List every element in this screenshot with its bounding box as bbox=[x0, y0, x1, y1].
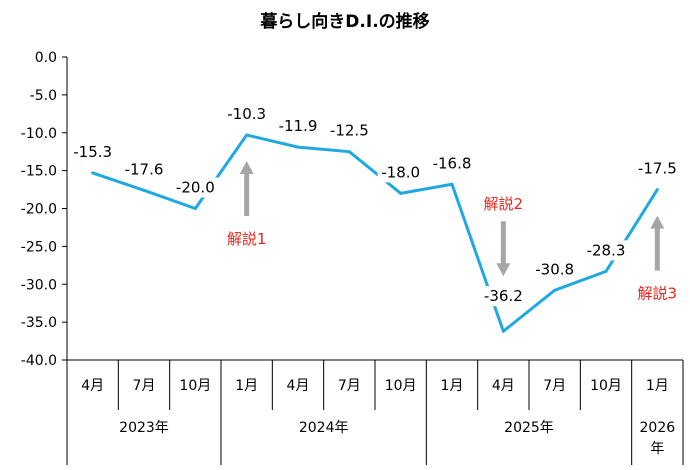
data-point bbox=[655, 188, 659, 192]
data-label-bg bbox=[172, 177, 219, 198]
y-tick-label: -30.0 bbox=[21, 277, 57, 293]
data-label-group: -11.9 bbox=[275, 116, 321, 137]
group-label-line: 年 bbox=[650, 441, 664, 457]
data-label-bg bbox=[275, 116, 321, 137]
category-label: 4月 bbox=[287, 378, 310, 394]
data-label: -18.0 bbox=[381, 163, 420, 181]
group-label: 2025年 bbox=[504, 420, 554, 436]
data-label-group: -30.8 bbox=[531, 259, 578, 280]
category-label: 4月 bbox=[81, 378, 104, 394]
data-point bbox=[604, 269, 608, 273]
y-tick-label: -35.0 bbox=[21, 315, 57, 331]
data-label: -11.9 bbox=[279, 117, 318, 135]
annotation: 解説1 bbox=[227, 161, 267, 248]
data-label-group: -18.0 bbox=[377, 162, 424, 183]
y-tick-label: -40.0 bbox=[21, 353, 57, 369]
data-label-bg bbox=[121, 159, 167, 180]
data-point bbox=[245, 133, 249, 137]
annotation-arrow-head bbox=[650, 215, 665, 229]
category-axis: 4月 7月 10月 1月 4月 7月 10月 1月 4月 7月 10月 1月 2023年 2024年 202… bbox=[81, 378, 675, 457]
data-labels: -15.3 -17.6 -20.0 -10.3 -11.9 -12.5 -18.0 -16.8… bbox=[69, 104, 681, 307]
data-label-group: -10.3 bbox=[223, 104, 270, 125]
category-label: 7月 bbox=[338, 378, 361, 394]
y-tick-label: -15.0 bbox=[21, 164, 57, 180]
annotation-text: 解説1 bbox=[227, 230, 267, 248]
data-point bbox=[553, 288, 557, 292]
data-label: -16.8 bbox=[433, 154, 472, 172]
chart-title: 暮らし向きD.I.の推移 bbox=[259, 11, 429, 32]
data-label: -17.6 bbox=[125, 160, 164, 178]
axes bbox=[62, 56, 684, 465]
y-tick-label: -10.0 bbox=[21, 126, 57, 142]
category-label: 10月 bbox=[179, 378, 211, 394]
data-label-group: -12.5 bbox=[326, 120, 373, 141]
data-label-bg bbox=[69, 141, 116, 162]
category-label: 10月 bbox=[385, 378, 417, 394]
annotation-arrow-head bbox=[496, 263, 511, 277]
annotation-text: 解説3 bbox=[638, 285, 678, 303]
data-label: -30.8 bbox=[535, 260, 574, 278]
data-label: -20.0 bbox=[176, 179, 215, 197]
annotation-text: 解説2 bbox=[484, 195, 524, 213]
group-label-line: 2026 bbox=[640, 420, 676, 436]
category-label: 1月 bbox=[235, 378, 258, 394]
category-label: 1月 bbox=[646, 378, 669, 394]
y-tick-label: -5.0 bbox=[30, 88, 57, 104]
data-label-group: -16.8 bbox=[429, 153, 475, 174]
data-label-group: -20.0 bbox=[172, 177, 219, 198]
data-label-bg bbox=[634, 158, 681, 179]
data-label-group: -17.6 bbox=[121, 159, 167, 180]
data-label-group: -17.5 bbox=[634, 158, 681, 179]
data-point bbox=[193, 207, 197, 210]
annotations: 解説1 解説2 解説3 bbox=[227, 161, 677, 303]
data-label-bg bbox=[377, 162, 424, 183]
series-line bbox=[92, 133, 659, 333]
group-label: 2024年 bbox=[299, 420, 349, 436]
group-label: 2023年 bbox=[119, 420, 169, 436]
category-label: 10月 bbox=[590, 378, 622, 394]
data-label-bg bbox=[223, 104, 270, 125]
data-label-group: -36.2 bbox=[480, 286, 527, 307]
y-tick-label: 0.0 bbox=[35, 50, 57, 66]
data-label-bg bbox=[326, 120, 373, 141]
data-label-bg bbox=[583, 240, 629, 261]
y-tick-label: -20.0 bbox=[21, 202, 57, 218]
data-label: -15.3 bbox=[73, 143, 112, 161]
data-point bbox=[347, 150, 351, 154]
data-label-group: -15.3 bbox=[69, 141, 116, 162]
data-label-bg bbox=[429, 153, 475, 174]
data-point bbox=[501, 329, 505, 333]
data-label: -17.5 bbox=[638, 160, 677, 178]
data-label-bg bbox=[480, 286, 527, 307]
data-label: -12.5 bbox=[330, 122, 369, 140]
data-label: -36.2 bbox=[484, 287, 523, 305]
category-label: 7月 bbox=[543, 378, 566, 394]
category-label: 1月 bbox=[441, 378, 464, 394]
y-tick-labels: 0.0 -5.0 -10.0 -15.0 -20.0 -25.0 -30.0 -35.0 -40… bbox=[21, 50, 57, 369]
data-point bbox=[91, 171, 95, 175]
data-label: -10.3 bbox=[227, 105, 266, 123]
data-point bbox=[399, 191, 403, 195]
series bbox=[91, 133, 659, 333]
annotation-arrow-head bbox=[239, 161, 254, 175]
category-label: 7月 bbox=[133, 378, 156, 394]
data-point bbox=[142, 188, 146, 192]
data-label-bg bbox=[531, 259, 578, 280]
data-label-group: -28.3 bbox=[583, 240, 629, 261]
annotation: 解説3 bbox=[638, 215, 678, 303]
data-point bbox=[296, 145, 300, 149]
y-tick-label: -25.0 bbox=[21, 239, 57, 255]
category-label: 4月 bbox=[492, 378, 515, 394]
data-point bbox=[450, 182, 454, 186]
annotation: 解説2 bbox=[484, 195, 524, 277]
data-label: -28.3 bbox=[587, 241, 626, 259]
